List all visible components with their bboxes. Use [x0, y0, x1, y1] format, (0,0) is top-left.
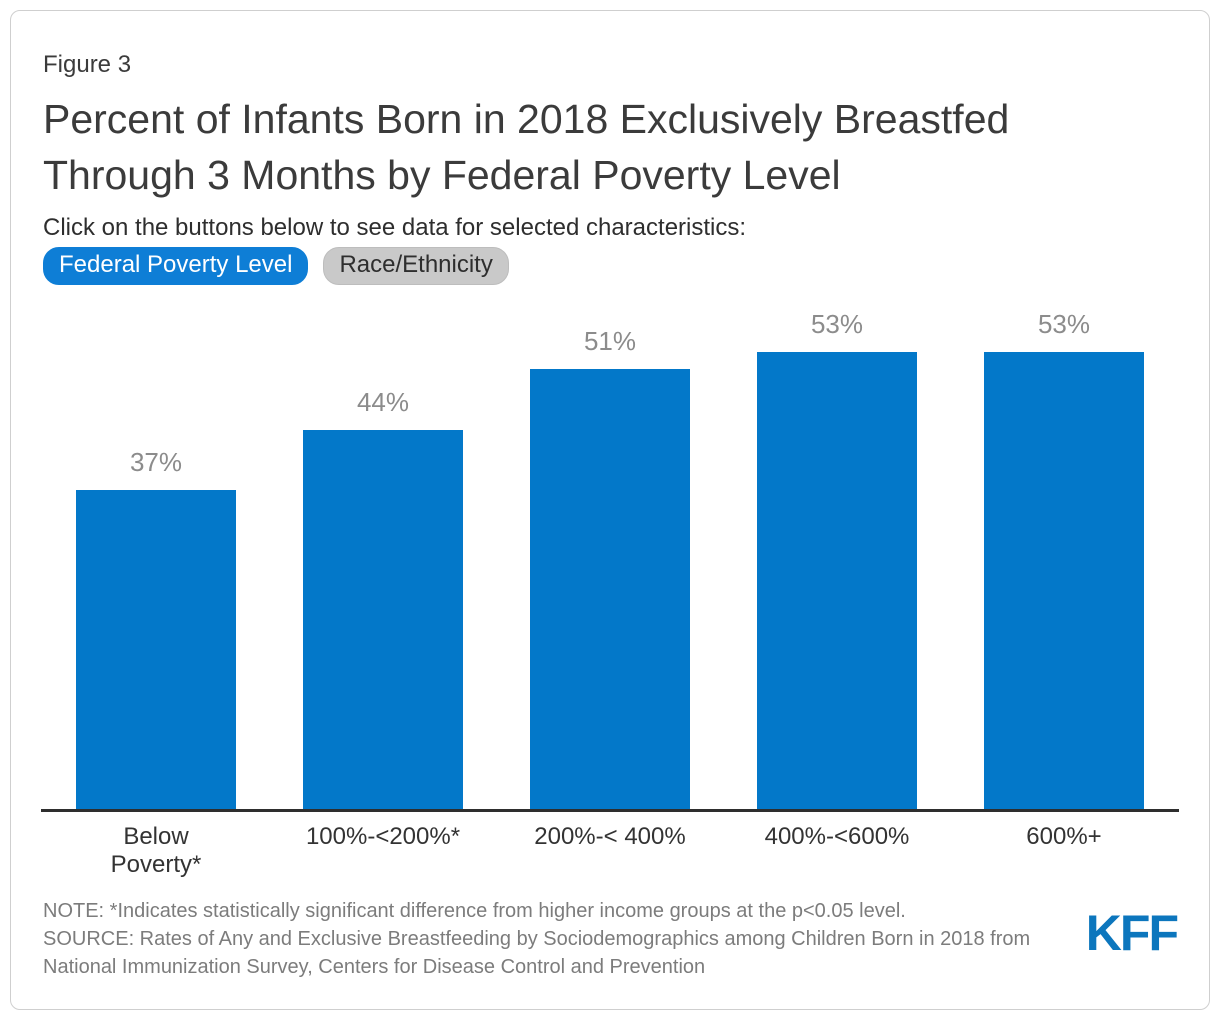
bar-value-label: 37% — [129, 447, 183, 478]
button-race-ethnicity[interactable]: Race/Ethnicity — [323, 247, 509, 285]
bar[interactable] — [76, 490, 236, 811]
x-axis-labels: Below Poverty* 100%-<200%* 200%-< 400% 400%… — [76, 823, 1150, 879]
button-federal-poverty-level[interactable]: Federal Poverty Level — [43, 247, 309, 285]
x-axis-line — [41, 809, 1179, 812]
figure-number: Figure 3 — [43, 51, 132, 78]
x-axis-label: 200%-< 400% — [534, 823, 686, 850]
bar-column: 53% — [984, 291, 1144, 811]
bar-value-label: 44% — [356, 386, 410, 417]
x-axis-label: 100%-<200%* — [305, 823, 461, 850]
bar[interactable] — [757, 351, 917, 811]
bar[interactable] — [530, 369, 690, 811]
x-axis-label: Below Poverty* — [110, 823, 202, 878]
bar-value-label: 53% — [810, 308, 864, 339]
x-axis-label: 400%-<600% — [764, 823, 910, 850]
page-title: Percent of Infants Born in 2018 Exclusiv… — [43, 91, 1009, 203]
bar[interactable] — [303, 429, 463, 811]
source-text: SOURCE: Rates of Any and Exclusive Breas… — [43, 928, 1031, 978]
kff-logo: KFF — [1085, 905, 1179, 961]
bar-column: 37% — [76, 291, 236, 811]
bar-chart: 37% 44% 51% 53% 53% — [76, 291, 1150, 811]
x-axis-label: 600%+ — [1026, 823, 1102, 850]
figure-frame: Figure 3 Percent of Infants Born in 2018… — [10, 10, 1210, 1010]
bar-value-label: 51% — [583, 326, 637, 356]
title-line-2: Through 3 Months by Federal Poverty Leve… — [43, 152, 841, 198]
title-line-1: Percent of Infants Born in 2018 Exclusiv… — [43, 96, 1010, 142]
bar[interactable] — [984, 351, 1144, 811]
bar-value-label: 53% — [1037, 308, 1091, 339]
note-text: NOTE: *Indicates statistically significa… — [43, 900, 906, 922]
bar-column: 51% — [530, 291, 690, 811]
bar-column: 44% — [303, 291, 463, 811]
characteristic-button-group: Federal Poverty Level Race/Ethnicity — [43, 247, 509, 285]
footer-notes: NOTE: *Indicates statistically significa… — [43, 897, 1043, 981]
subtitle-instruction: Click on the buttons below to see data f… — [43, 214, 747, 241]
bar-column: 53% — [757, 291, 917, 811]
